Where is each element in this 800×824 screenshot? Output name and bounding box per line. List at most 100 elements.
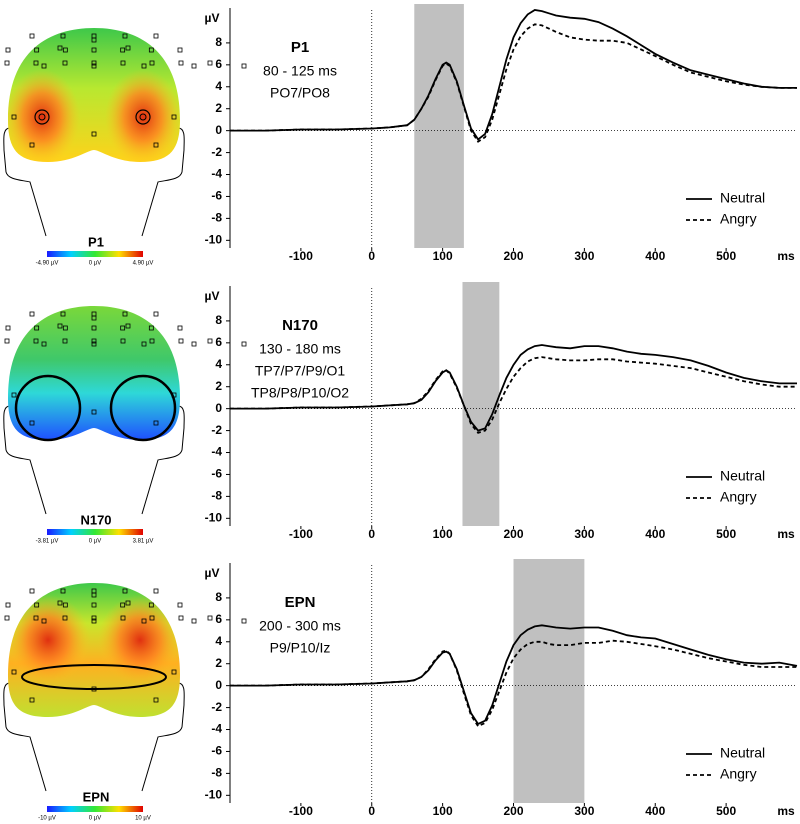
electrode [29,588,35,594]
electrode [153,420,159,426]
electrode [149,60,155,66]
electrode [120,602,126,608]
y-tick-label: -2 [211,145,222,159]
y-axis-label: µV [205,11,220,25]
hot-spot [8,595,90,685]
x-tick-label: -100 [289,249,313,263]
electrode [241,618,247,624]
electrode [153,33,159,39]
electrode [148,602,154,608]
electrode [62,338,68,344]
erp-line [230,23,797,143]
x-tick-label: 500 [716,249,736,263]
electrode [171,669,177,675]
color-bar [47,806,143,812]
y-tick-label: -2 [211,700,222,714]
y-tick-label: 0 [215,401,222,415]
roi-marker [109,374,177,442]
electrode [191,341,197,347]
electrode [29,697,35,703]
electrode [5,47,11,53]
x-tick-label: 200 [503,804,523,818]
topomap: P1 -4.90 µV 0 µV 4.90 µV [3,28,247,267]
electrode [34,47,40,53]
y-tick-label: 4 [215,357,222,371]
electrode [207,615,213,621]
legend-label: Neutral [720,745,765,761]
hot-spot [105,69,180,162]
electrode [191,63,197,69]
electrode [91,63,97,69]
electrode [120,338,126,344]
electrode [91,409,97,415]
y-tick-label: -4 [211,167,222,181]
electrode [153,142,159,148]
y-tick-label: 6 [215,612,222,626]
color-bar-label: 3.81 µV [133,539,154,545]
electrode [33,615,39,621]
annotation: P9/P10/Iz [270,640,331,656]
x-tick-label: 200 [503,249,523,263]
electrode [29,33,35,39]
roi-marker [21,664,167,690]
electrode [57,323,63,329]
y-tick-label: 8 [215,35,222,49]
electrode [122,311,128,317]
electrode [191,618,197,624]
electrode [178,615,184,621]
electrode [41,618,47,624]
x-tick-label: 300 [574,804,594,818]
erp-line [230,9,797,141]
electrode [62,325,68,331]
electrode [178,60,184,66]
x-tick-label: 0 [368,249,375,263]
y-tick-label: -10 [205,787,223,801]
legend-label: Angry [720,211,757,227]
y-tick-label: -6 [211,744,222,758]
y-tick-label: -8 [211,211,222,225]
electrode [91,615,97,621]
panel-title: N170 [282,317,318,334]
x-axis-label: ms [777,527,795,541]
y-tick-label: 0 [215,123,222,137]
electrode [125,45,131,51]
y-tick-label: -4 [211,445,222,459]
y-axis-label: µV [205,566,220,580]
legend-label: Neutral [720,468,765,484]
x-tick-label: 100 [433,249,453,263]
panel: EPN -10 µV 0 µV 10 µV -10 -8 -6 -4 -2 0 2 4 6 8 -100 0 1… [3,559,798,822]
electrode [177,602,183,608]
electrode [34,602,40,608]
electrode [91,131,97,137]
electrode [141,618,147,624]
x-axis-label: ms [777,249,795,263]
shaded-window [513,559,585,803]
erp-line [230,356,797,434]
legend-label: Angry [720,766,757,782]
shaded-window [414,4,464,248]
electrode [62,602,68,608]
electrode [120,615,126,621]
y-axis-label: µV [205,289,220,303]
electrode [177,47,183,53]
electrode [120,60,126,66]
x-tick-label: 0 [368,804,375,818]
y-tick-label: -10 [205,510,223,524]
electrode [5,602,11,608]
color-bar [47,251,143,257]
erp-line [230,639,797,728]
y-tick-label: 2 [215,101,222,115]
y-tick-label: 6 [215,57,222,71]
electrode [11,669,17,675]
y-tick-label: -2 [211,423,222,437]
y-tick-label: 2 [215,379,222,393]
hot-spot [98,595,180,685]
electrode [141,63,147,69]
panel: N170 -3.81 µV 0 µV 3.81 µV -10 -8 -6 -4 -2 0 2 4 6 8 -… [3,282,797,545]
head-outline [3,127,185,237]
roi-marker [38,113,46,121]
y-tick-label: -8 [211,766,222,780]
electrode [149,338,155,344]
electrode [149,615,155,621]
x-tick-label: 0 [368,527,375,541]
